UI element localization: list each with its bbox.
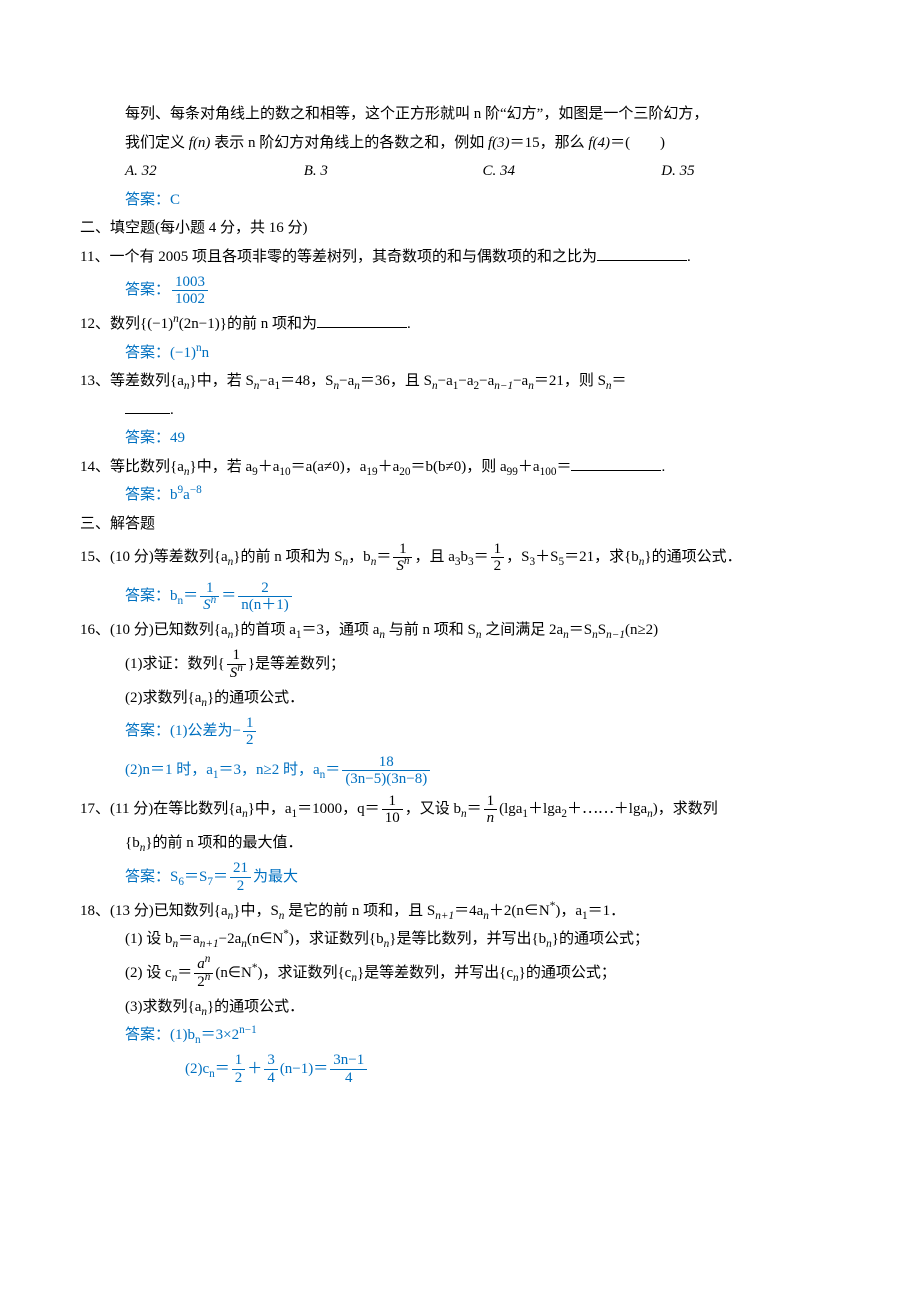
choice-d: D. 35 xyxy=(661,157,840,186)
q14: 14、等比数列{an}中，若 a9＋a10＝a(a≠0)，a19＋a20＝b(b… xyxy=(80,453,840,482)
q14-answer: 答案：b9a−8 xyxy=(80,481,840,510)
q10-cont-line1: 每列、每条对角线上的数之和相等，这个正方形就叫 n 阶“幻方”，如图是一个三阶幻… xyxy=(80,100,840,129)
q18-p1: (1) 设 bn＝an+1−2an(n∈N*)，求证数列{bn}是等比数列，并写… xyxy=(80,925,840,954)
q17: 17、(11 分)在等比数列{an}中，a1＝1000，q＝110，又设 bn＝… xyxy=(80,790,840,829)
q16-answer-1: 答案：(1)公差为−12 xyxy=(80,712,840,751)
section-3-heading: 三、解答题 xyxy=(80,510,840,539)
q17-line2: {bn}的前 n 项和的最大值． xyxy=(80,829,840,858)
q12-answer: 答案：(−1)nn xyxy=(80,339,840,368)
choice-b: B. 3 xyxy=(304,157,483,186)
q12: 12、数列{(−1)n(2n−1)}的前 n 项和为. xyxy=(80,310,840,339)
q18-answer-1: 答案：(1)bn＝3×2n−1 xyxy=(80,1021,840,1050)
blank xyxy=(571,455,661,471)
choice-c: C. 34 xyxy=(483,157,662,186)
choice-a: A. 32 xyxy=(125,157,304,186)
q10-choices: A. 32 B. 3 C. 34 D. 35 xyxy=(80,157,840,186)
q15: 15、(10 分)等差数列{an}的前 n 项和为 Sn，bn＝1Sn，且 a3… xyxy=(80,538,840,577)
q10-answer: 答案：C xyxy=(80,186,840,215)
q16-p1: (1)求证：数列{1Sn}是等差数列； xyxy=(80,645,840,684)
q13-blank: . xyxy=(80,396,840,425)
q16-p2: (2)求数列{an}的通项公式． xyxy=(80,684,840,713)
blank xyxy=(597,245,687,261)
q18-answer-2: (2)cn＝12＋34(n−1)＝3n−14 xyxy=(80,1050,840,1089)
q18-p2: (2) 设 cn＝an2n(n∈N*)，求证数列{cn}是等差数列，并写出{cn… xyxy=(80,954,840,993)
section-2-heading: 二、填空题(每小题 4 分，共 16 分) xyxy=(80,214,840,243)
q18: 18、(13 分)已知数列{an}中，Sn 是它的前 n 项和，且 Sn+1＝4… xyxy=(80,897,840,926)
q11: 11、一个有 2005 项且各项非零的等差树列，其奇数项的和与偶数项的和之比为. xyxy=(80,243,840,272)
blank xyxy=(317,312,407,328)
q13: 13、等差数列{an}中，若 Sn−a1＝48，Sn−an＝36，且 Sn−a1… xyxy=(80,367,840,396)
q18-p3: (3)求数列{an}的通项公式． xyxy=(80,993,840,1022)
q13-answer: 答案：49 xyxy=(80,424,840,453)
q17-answer: 答案：S6＝S7＝212为最大 xyxy=(80,858,840,897)
q11-answer: 答案：10031002 xyxy=(80,271,840,310)
q16-answer-2: (2)n＝1 时，a1＝3，n≥2 时，an＝18(3n−5)(3n−8) xyxy=(80,751,840,790)
page: 每列、每条对角线上的数之和相等，这个正方形就叫 n 阶“幻方”，如图是一个三阶幻… xyxy=(0,0,920,1149)
q15-answer: 答案：bn＝1Sn＝2n(n＋1) xyxy=(80,577,840,616)
q10-cont-line2: 我们定义 f(n) 表示 n 阶幻方对角线上的各数之和，例如 f(3)＝15，那… xyxy=(80,129,840,158)
q16: 16、(10 分)已知数列{an}的首项 a1＝3，通项 an 与前 n 项和 … xyxy=(80,616,840,645)
